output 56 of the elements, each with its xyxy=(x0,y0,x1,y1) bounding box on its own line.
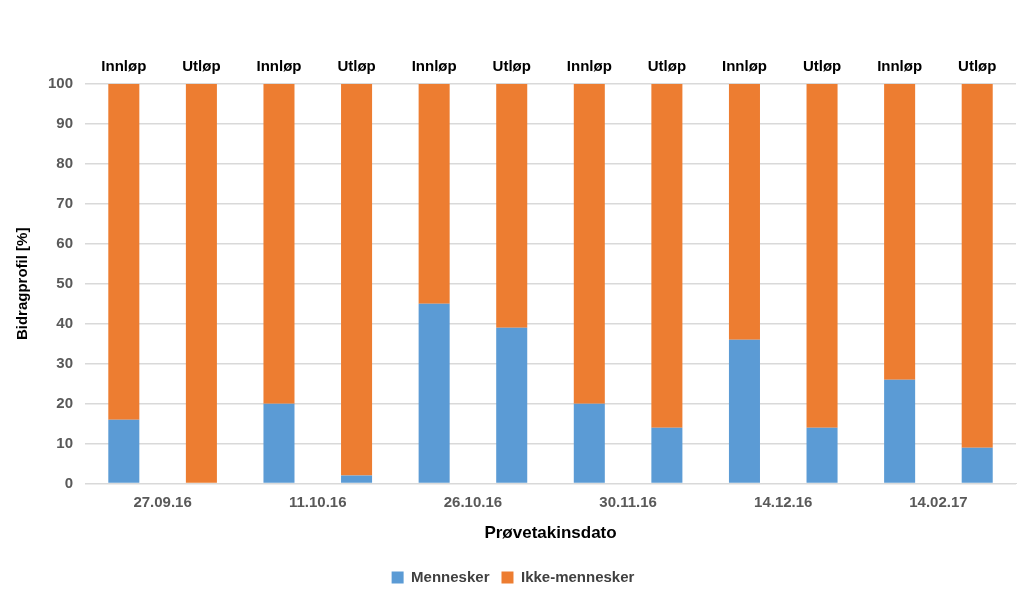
bar xyxy=(418,84,450,304)
x-tick-label: Innløp xyxy=(877,57,923,75)
bar xyxy=(884,84,916,380)
y-tick-label: 30 xyxy=(56,353,74,371)
x-tick-label: Innløp xyxy=(721,57,767,75)
text: 27.09.16 xyxy=(133,492,192,510)
x-tick-label: Innløp xyxy=(566,57,612,75)
bar xyxy=(728,339,760,483)
bar xyxy=(108,419,140,483)
y-tick-label: 90 xyxy=(56,114,74,132)
y-tick-label: 40 xyxy=(56,313,74,331)
x-tick-label: Utløp xyxy=(958,57,997,75)
bar xyxy=(573,84,605,404)
x-tick-label: Utløp xyxy=(337,57,376,75)
text: 14.12.16 xyxy=(754,492,813,510)
text: 26.10.16 xyxy=(443,492,503,510)
y-tick-label: 20 xyxy=(56,393,74,411)
x-tick-label: Innløp xyxy=(101,57,147,75)
bar xyxy=(108,84,140,420)
x-tick-label: Innløp xyxy=(411,57,457,75)
bar xyxy=(651,427,683,483)
x-tick-label: Innløp xyxy=(256,57,302,75)
y-tick-label: 0 xyxy=(64,473,74,491)
bar xyxy=(573,403,605,483)
y-tick-label: 60 xyxy=(56,233,74,251)
x-tick-label: Utløp xyxy=(647,57,687,75)
y-tick-label: 80 xyxy=(56,154,74,172)
y-tick-label: 10 xyxy=(56,433,74,451)
bar xyxy=(884,379,916,483)
bar xyxy=(185,84,217,483)
bar xyxy=(806,84,838,428)
bar xyxy=(728,84,760,340)
x-tick-label: Utløp xyxy=(802,57,842,75)
bar xyxy=(341,475,373,483)
bar xyxy=(418,303,450,483)
text: 14.02.17 xyxy=(909,492,968,510)
bar xyxy=(806,427,838,483)
bar xyxy=(263,403,295,483)
y-tick-label: 100 xyxy=(48,74,74,92)
bar xyxy=(496,84,528,328)
text: 30.11.16 xyxy=(599,492,657,510)
text: 11.10.16 xyxy=(288,492,347,510)
x-tick-label: Utløp xyxy=(182,57,221,75)
bar xyxy=(496,327,528,483)
y-tick-label: 70 xyxy=(56,194,74,212)
bar xyxy=(651,84,683,428)
bar xyxy=(961,84,993,448)
legend-label: Mennesker xyxy=(411,567,490,585)
y-tick-label: 50 xyxy=(56,273,74,291)
bar xyxy=(961,447,993,483)
legend-label: Ikke-mennesker xyxy=(520,567,635,585)
x-tick-label: Utløp xyxy=(492,57,531,75)
bar xyxy=(263,84,295,404)
y-axis-title: Bidragprofil [%] xyxy=(13,227,31,341)
bar xyxy=(341,84,373,476)
x-axis-title: Prøvetakinsdato xyxy=(484,523,617,543)
